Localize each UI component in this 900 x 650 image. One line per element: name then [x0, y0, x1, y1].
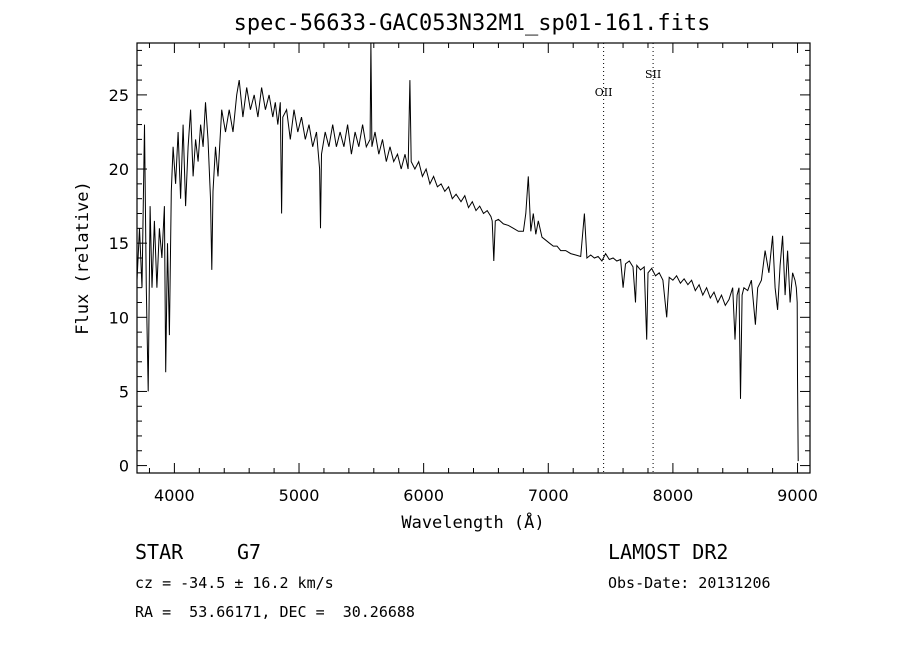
x-tick-label: 8000	[653, 486, 694, 505]
plot-frame	[136, 42, 811, 474]
y-tick-label: 15	[109, 234, 129, 253]
obs-date-text: Obs-Date: 20131206	[608, 574, 771, 592]
x-tick-label: 6000	[403, 486, 444, 505]
line-marker-label: OII	[595, 86, 613, 99]
y-tick-label: 0	[119, 457, 129, 476]
redshift-text: cz = -34.5 ± 16.2 km/s	[135, 574, 334, 592]
survey-label: LAMOST DR2	[608, 540, 729, 564]
x-tick-label: 9000	[777, 486, 818, 505]
y-tick-label: 5	[119, 382, 129, 401]
y-tick-label: 20	[109, 160, 129, 179]
x-tick-label: 4000	[154, 486, 195, 505]
y-tick-label: 25	[109, 86, 129, 105]
y-tick-label: 10	[109, 308, 129, 327]
x-tick-label: 7000	[528, 486, 569, 505]
line-markers: OII SII	[595, 43, 661, 473]
x-axis-label: Wavelength (Å)	[401, 511, 544, 533]
y-axis-label: Flux (relative)	[73, 181, 93, 335]
coordinates-text: RA = 53.66171, DEC = 30.26688	[135, 603, 415, 621]
x-tick-label: 5000	[279, 486, 320, 505]
object-class: STAR	[135, 540, 184, 564]
chart-title: spec-56633-GAC053N32M1_sp01-161.fits	[234, 11, 711, 36]
axis-ticks: 4000 5000 6000 7000 8000 9000 0 5 10 15 20 25	[109, 43, 818, 505]
line-marker-label: SII	[645, 68, 661, 81]
spectrum-series-line	[136, 42, 799, 462]
object-subclass: G7	[237, 540, 262, 564]
